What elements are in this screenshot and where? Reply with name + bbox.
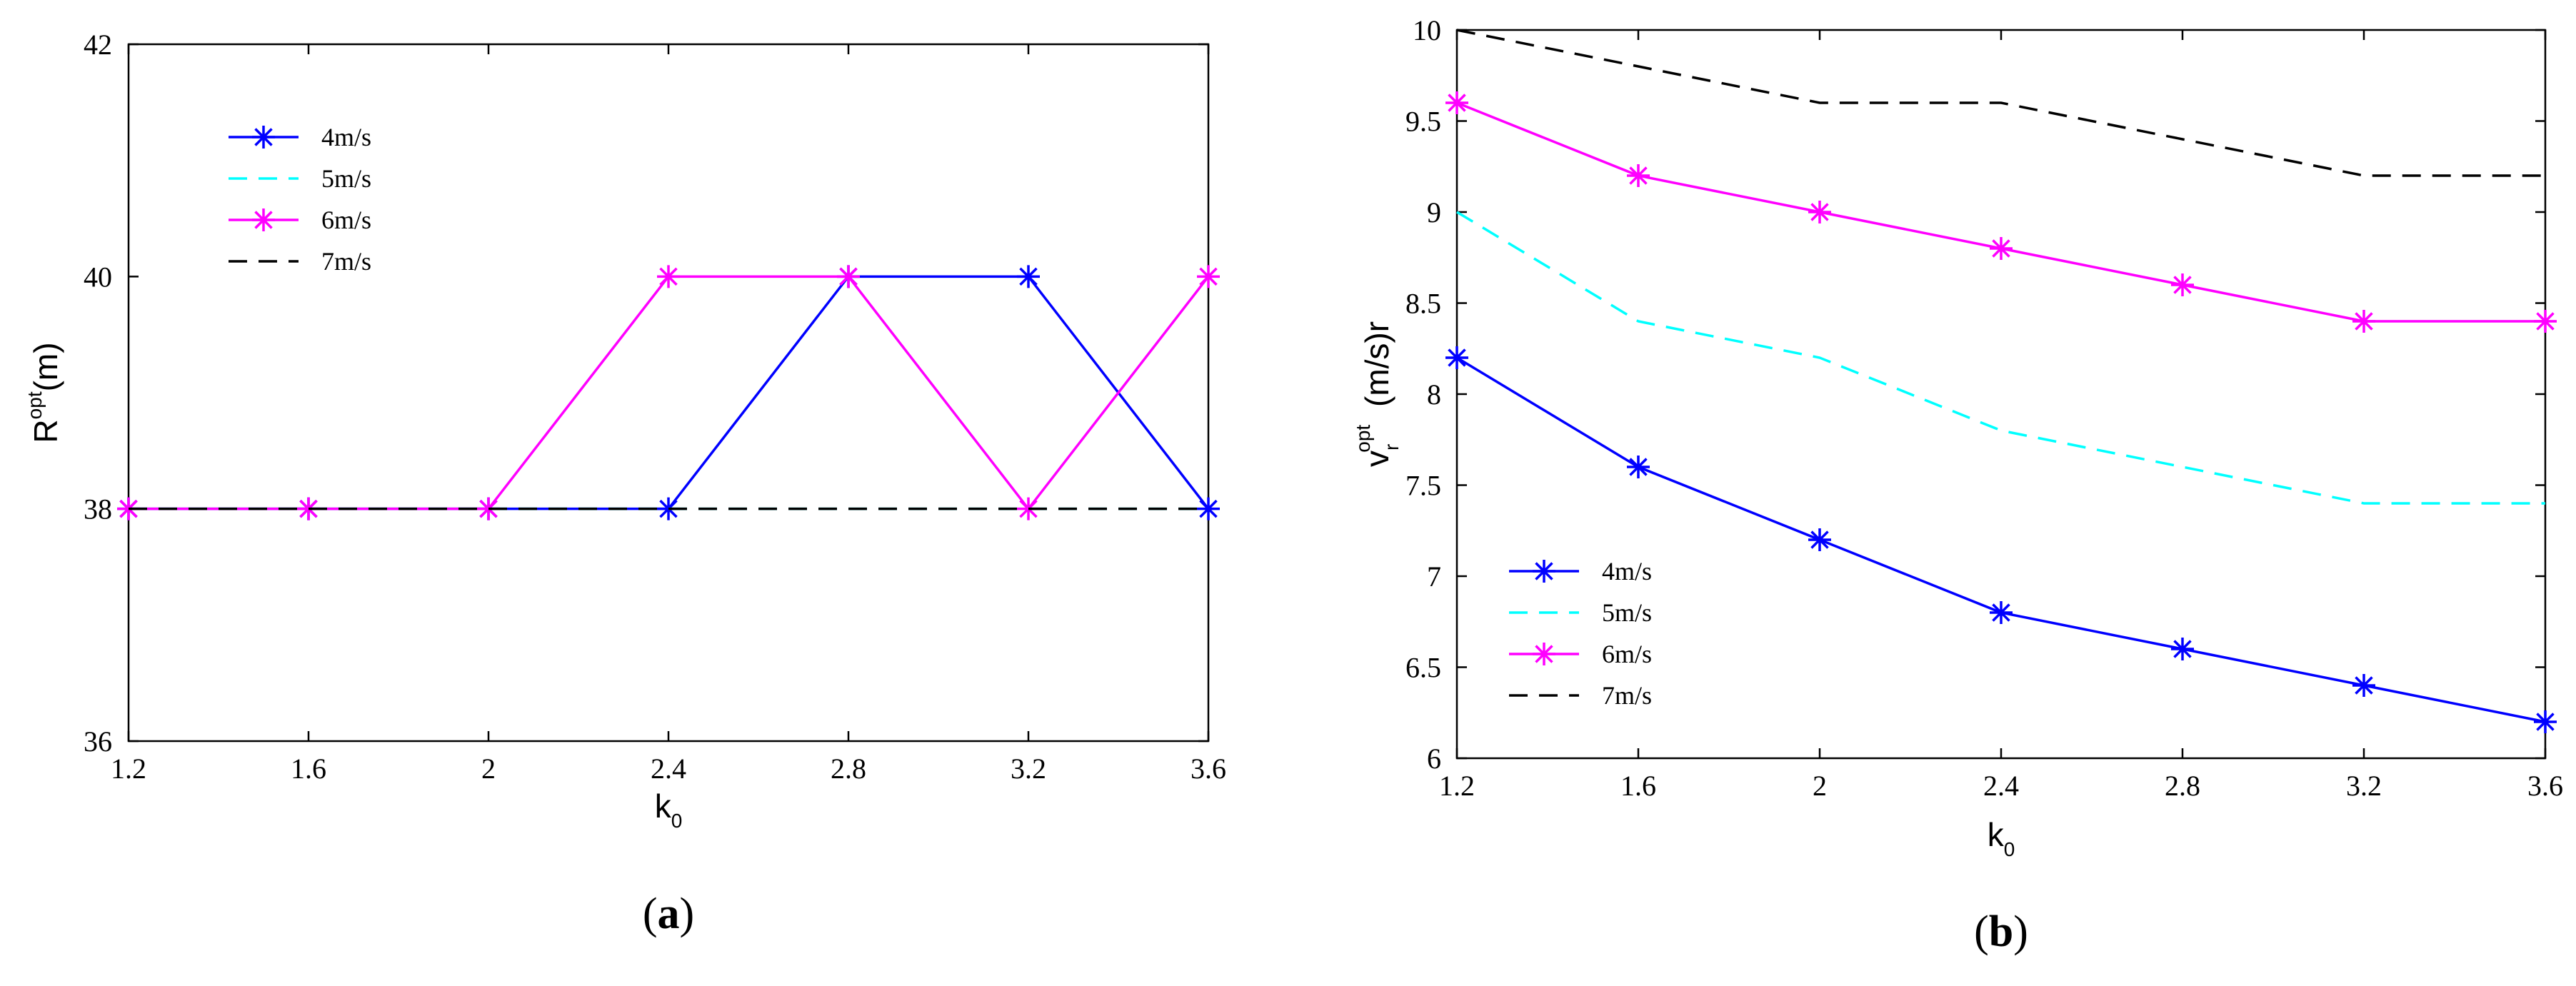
panel-b-series-point-6m-s [1627, 164, 1650, 187]
panel-b-series-line-7m-s [1456, 29, 2545, 177]
panel-b-x-tick-label: 1.2 [1439, 770, 1475, 802]
panel-b-caption: (b) [1974, 907, 2028, 956]
legend-marker [252, 126, 275, 149]
legend-marker [1533, 643, 1555, 665]
panel-b-series-point-4m-s [1445, 346, 1468, 369]
panel-a-series-point-4m-s [1197, 497, 1220, 520]
panel-b-y-tick-label: 8 [1427, 378, 1441, 411]
y-axis-label-superscript: opt [1352, 425, 1374, 453]
panel-a-chart: 1.2 1.6 2 2.4 2.8 3.2 3.6 36 38 40 42 4m/s 5m/s 6m/s 7… [24, 29, 1226, 938]
panel-b-series-point-6m-s [2171, 273, 2194, 296]
panel-b-x-tick-label: 2.4 [1983, 770, 2019, 802]
legend-label: 4m/s [1602, 557, 1652, 585]
legend-label: 7m/s [1602, 681, 1652, 710]
panel-b-series-point-4m-s [1990, 601, 2013, 624]
panel-a-x-tick-label: 2.4 [651, 753, 686, 785]
panel-b-series-point-6m-s [1990, 237, 2013, 260]
panel-b-legend: 4m/s 5m/s 6m/s 7m/s [1509, 557, 1652, 710]
panel-b-series-point-4m-s [1808, 528, 1831, 551]
panel-b-y-tick-label: 7.5 [1405, 470, 1441, 502]
y-axis-label-base: v [1358, 451, 1395, 467]
caption-paren-open: ( [1974, 907, 1989, 956]
panel-a-y-tick-label: 36 [84, 725, 112, 758]
panel-a-series-point-6m-s [1197, 265, 1220, 288]
panel-a-series-point-6m-s [657, 265, 680, 288]
legend-marker [1533, 560, 1555, 583]
panel-b-chart: 1.2 1.6 2 2.4 2.8 3.2 3.6 6 6.5 7 7.5 8 8.5 9 9.5 10 4m/… [1352, 14, 2563, 956]
panel-b-x-tick-label: 1.6 [1620, 770, 1656, 802]
x-axis-label-subscript: 0 [2004, 838, 2015, 860]
panel-b-series-line-5m-s [1456, 211, 2545, 505]
panel-a-series-point-6m-s [837, 265, 860, 288]
panel-a-x-tick-label: 1.2 [111, 753, 146, 785]
panel-a-y-tick-label: 40 [84, 261, 112, 293]
panel-a-series-point-4m-s [1017, 265, 1040, 288]
y-axis-label-base: R [27, 419, 64, 443]
panel-b-x-tick-label: 3.2 [2346, 770, 2382, 802]
legend-label: 6m/s [1602, 640, 1652, 668]
panel-b-series-point-6m-s [2352, 310, 2375, 333]
panel-b-series-point-6m-s [1808, 201, 1831, 223]
panel-b-series-point-6m-s [2534, 310, 2557, 333]
panel-a-x-tick-label: 3.6 [1191, 753, 1226, 785]
panel-b-y-tick-label: 8.5 [1405, 288, 1441, 320]
panel-b-x-axis-label: k0 [1988, 816, 2015, 860]
legend-label: 6m/s [321, 206, 371, 234]
panel-b-series-point-4m-s [2171, 638, 2194, 660]
panel-b-y-tick-label: 7 [1427, 560, 1441, 593]
panel-a-legend: 4m/s 5m/s 6m/s 7m/s [229, 123, 371, 276]
panel-a-x-tick-label: 2.8 [831, 753, 866, 785]
panel-a-y-axis-label: Ropt(m) [24, 342, 64, 443]
panel-b-y-tick-label: 6.5 [1405, 652, 1441, 684]
panel-b-series-point-4m-s [2534, 710, 2557, 733]
caption-paren-open: ( [643, 890, 658, 938]
y-axis-label-superscript: opt [24, 391, 46, 419]
legend-marker [252, 208, 275, 231]
panel-b-plot-frame [1455, 29, 2547, 760]
x-axis-label-subscript: 0 [671, 810, 683, 832]
legend-label: 7m/s [321, 247, 371, 276]
y-axis-label-units: (m/s)r [1358, 321, 1395, 416]
panel-b-y-tick-label: 9.5 [1405, 106, 1441, 138]
panel-b-y-tick-label: 6 [1427, 743, 1441, 775]
panel-a-plot-frame [127, 43, 1210, 743]
caption-letter: b [1989, 907, 2013, 956]
panel-a-y-tick-label: 42 [84, 29, 112, 61]
panel-a-y-tick-label: 38 [84, 493, 112, 525]
panel-b-x-tick-label: 3.6 [2527, 770, 2563, 802]
panel-a-x-tick-label: 1.6 [291, 753, 326, 785]
panel-a-x-tick-label: 3.2 [1011, 753, 1046, 785]
panel-b-series-point-6m-s [1445, 91, 1468, 114]
legend-label: 5m/s [321, 164, 371, 193]
panel-b-x-tick-label: 2 [1813, 770, 1827, 802]
caption-paren-close: ) [680, 890, 695, 938]
y-axis-label-subscript: r [1380, 444, 1403, 451]
panel-a-x-axis-label: k0 [655, 788, 683, 832]
panel-a-caption: (a) [643, 890, 694, 938]
caption-letter: a [658, 890, 680, 938]
legend-label: 5m/s [1602, 598, 1652, 627]
legend-label: 4m/s [321, 123, 371, 151]
panel-a-x-tick-label: 2 [481, 753, 496, 785]
panel-b-y-tick-label: 10 [1413, 14, 1441, 46]
panel-b-series-point-4m-s [1627, 456, 1650, 478]
panel-b-x-tick-label: 2.8 [2165, 770, 2200, 802]
x-axis-label-base: k [1988, 816, 2005, 853]
panel-b-y-axis-label: vropt (m/s)r [1352, 321, 1403, 467]
y-axis-label-units: (m) [27, 342, 64, 391]
panel-b-series-point-4m-s [2352, 674, 2375, 697]
caption-paren-close: ) [2013, 907, 2028, 956]
x-axis-label-base: k [655, 788, 672, 825]
panel-b-y-tick-label: 9 [1427, 196, 1441, 228]
